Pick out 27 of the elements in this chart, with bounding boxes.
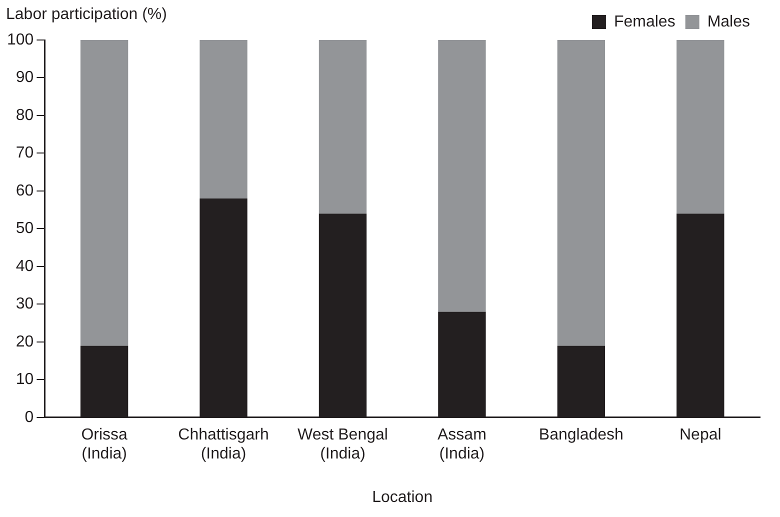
y-tick-label: 30: [16, 296, 34, 313]
y-tick-label: 100: [6, 31, 34, 48]
bar: [200, 40, 248, 199]
y-tick-label: 50: [16, 220, 34, 238]
x-tick-label: Nepal: [679, 426, 722, 444]
x-tick-label: Chhattisgarh (India): [178, 426, 269, 463]
y-tick-label: 0: [24, 408, 34, 426]
bar: [676, 40, 724, 214]
legend-label: Males: [707, 13, 750, 30]
x-tick-label: Assam (India): [438, 426, 486, 463]
y-tick-label: 10: [16, 371, 34, 388]
x-tick-label: Orissa (India): [81, 426, 128, 463]
bar: [438, 40, 486, 312]
y-tick-label: 20: [16, 333, 34, 350]
bar: [557, 40, 606, 346]
y-tick-label: 80: [16, 106, 34, 124]
bar: [318, 40, 367, 214]
x-tick-label: Bangladesh: [538, 426, 624, 444]
legend-label: Females: [614, 13, 676, 30]
y-tick-label: 60: [16, 182, 34, 200]
y-tick-label: 70: [16, 144, 34, 162]
y-axis-title: Labor participation (%): [6, 6, 167, 24]
y-tick-label: 90: [16, 69, 34, 86]
bar: [80, 40, 128, 346]
y-tick-label: 40: [16, 258, 34, 275]
x-axis-title: Location: [372, 488, 433, 506]
x-tick-label: West Bengal (India): [298, 426, 388, 463]
